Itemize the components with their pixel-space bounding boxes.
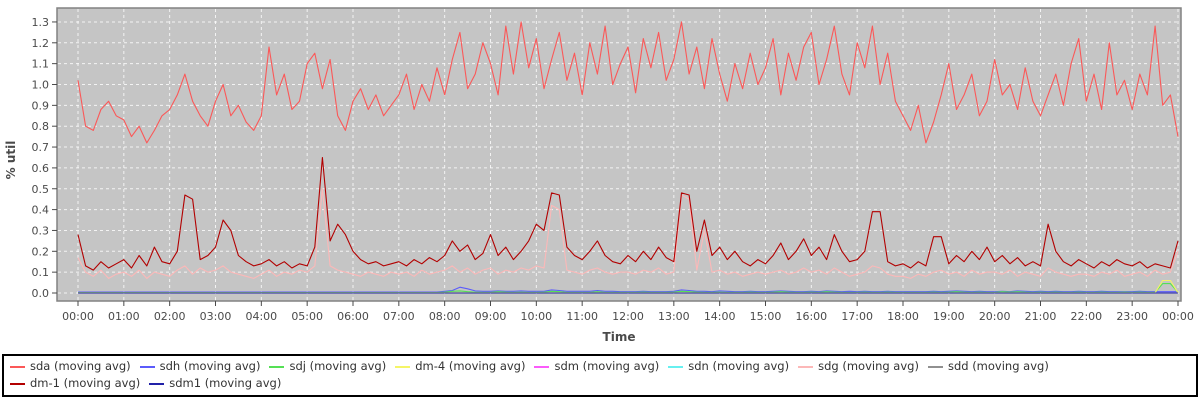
x-tick-label: 00:00 [1162,310,1194,323]
axis-ticks [52,21,1179,306]
legend-item-sdh: sdh (moving avg) [139,358,261,375]
series-line-sdg [77,188,1179,279]
plot-border [56,7,1182,302]
y-tick-label: 1.3 [32,16,50,29]
x-tick-label: 20:00 [979,310,1011,323]
legend-swatch-icon [534,365,550,368]
legend-swatch-icon [149,382,165,385]
legend-label: sdm (moving avg) [554,359,660,373]
series-line-dm-1 [77,156,1179,271]
legend-swatch-icon [395,365,411,368]
x-tick-label: 08:00 [429,310,461,323]
legend-item-sda: sda (moving avg) [10,358,131,375]
y-tick-label: 1.0 [32,79,50,92]
legend-label: dm-1 (moving avg) [30,376,141,390]
x-tick-label: 06:00 [337,310,369,323]
legend-swatch-icon [927,365,943,368]
x-tick-label: 03:00 [200,310,232,323]
x-tick-label: 21:00 [1025,310,1057,323]
legend-swatch-icon [10,365,25,368]
legend-label: dm-4 (moving avg) [415,359,526,373]
y-tick-label: 0.6 [32,162,50,175]
y-tick-label: 0.1 [32,266,50,279]
legend-item-sdn: sdn (moving avg) [668,358,789,375]
legend-label: sdm1 (moving avg) [169,376,282,390]
y-tick-label: 0.8 [32,120,50,133]
x-tick-label: 23:00 [1116,310,1148,323]
legend-item-sdg: sdg (moving avg) [798,358,919,375]
legend-label: sdj (moving avg) [289,359,387,373]
y-tick-label: 0.0 [32,287,50,300]
y-tick-label: 1.2 [32,37,50,50]
x-tick-label: 12:00 [612,310,644,323]
x-tick-label: 01:00 [108,310,140,323]
y-tick-label: 0.2 [32,245,50,258]
y-tick-label: 0.5 [32,183,50,196]
x-tick-label: 22:00 [1070,310,1102,323]
series-line-sda [77,21,1179,144]
legend-label: sdn (moving avg) [688,359,790,373]
x-tick-label: 19:00 [933,310,965,323]
legend-swatch-icon [139,365,155,368]
x-tick-label: 00:00 [62,310,94,323]
y-axis-title: % util [4,141,18,180]
legend-item-sdd: sdd (moving avg) [927,358,1049,375]
legend-swatch-icon [10,382,25,385]
axis-tick-labels: 0.0 0.1 0.2 0.3 0.4 0.5 0.6 0.7 0.8 0.9 1.0 1.1 1.2 1… [32,16,1194,323]
y-tick-label: 0.7 [32,141,50,154]
legend-swatch-icon [668,365,684,368]
x-axis-title: Time [603,330,636,344]
legend-swatch-icon [269,365,285,368]
x-tick-label: 17:00 [841,310,873,323]
x-tick-label: 07:00 [383,310,415,323]
x-tick-label: 09:00 [475,310,507,323]
x-tick-label: 13:00 [658,310,690,323]
legend-item-dm-4: dm-4 (moving avg) [395,358,525,375]
legend-item-sdj: sdj (moving avg) [269,358,386,375]
x-tick-label: 18:00 [887,310,919,323]
x-tick-label: 10:00 [520,310,552,323]
series-lines [77,21,1179,294]
x-tick-label: 02:00 [154,310,186,323]
y-tick-label: 1.1 [32,58,50,71]
y-tick-label: 0.3 [32,224,50,237]
legend-label: sdh (moving avg) [159,359,261,373]
x-tick-label: 15:00 [750,310,782,323]
x-tick-label: 16:00 [795,310,827,323]
x-tick-label: 05:00 [291,310,323,323]
legend-item-sdm1: sdm1 (moving avg) [149,375,281,392]
gridlines [58,9,1180,300]
legend-label: sdd (moving avg) [947,359,1049,373]
y-tick-label: 0.9 [32,99,50,112]
legend-label: sdg (moving avg) [818,359,919,373]
legend-item-dm-1: dm-1 (moving avg) [10,375,140,392]
legend-label: sda (moving avg) [30,359,131,373]
utilization-chart: 0.0 0.1 0.2 0.3 0.4 0.5 0.6 0.7 0.8 0.9 1.0 1.1 1.2 1… [4,7,1194,344]
plot-background [57,8,1181,301]
x-tick-label: 04:00 [245,310,277,323]
legend-item-sdm: sdm (moving avg) [534,358,659,375]
legend-swatch-icon [798,365,814,368]
y-tick-label: 0.4 [32,204,50,217]
chart-legend: sda (moving avg) sdh (moving avg) sdj (mov… [2,354,1198,397]
plot-canvas: 0.0 0.1 0.2 0.3 0.4 0.5 0.6 0.7 0.8 0.9 1.0 1.1 1.2 1… [4,7,1194,344]
series-line-sdh [78,286,1178,293]
x-tick-label: 11:00 [566,310,598,323]
x-tick-label: 14:00 [704,310,736,323]
